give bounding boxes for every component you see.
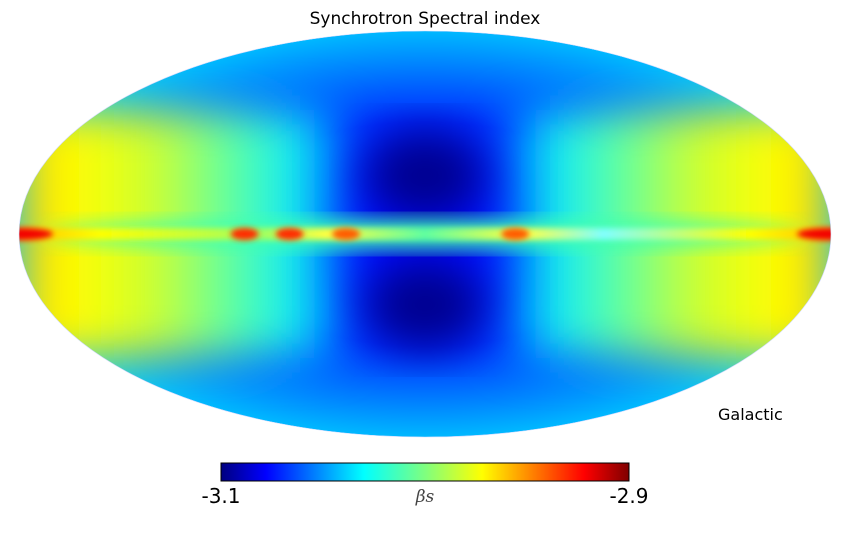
plane-hotspot: [332, 228, 361, 240]
sky-map[interactable]: [0, 31, 850, 437]
galactic-plane: [19, 228, 831, 240]
dark-lobe-south: [365, 260, 485, 350]
colorbar-max-label: -2.9: [609, 484, 648, 508]
hotspots-layer: [19, 228, 831, 240]
plane-hotspot: [501, 228, 530, 240]
plane-hotspot: [19, 228, 53, 240]
colorbar: [220, 462, 630, 482]
map-outline: [18, 30, 832, 438]
plane-hotspot: [797, 228, 831, 240]
plane-hotspot: [230, 228, 259, 240]
colorbar-unit-label: βs: [415, 487, 435, 507]
chart-title: Synchrotron Spectral index: [310, 9, 541, 29]
coord-label: Galactic: [718, 405, 783, 424]
dark-lobe-north: [365, 130, 485, 220]
colorbar-min-label: -3.1: [201, 484, 240, 508]
plane-hotspot: [275, 228, 304, 240]
